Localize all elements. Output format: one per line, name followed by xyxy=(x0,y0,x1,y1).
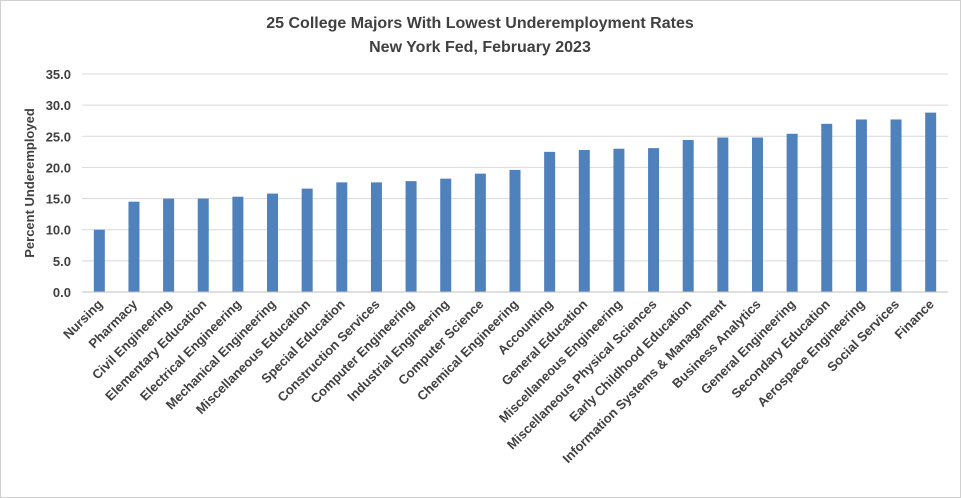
bar xyxy=(336,182,348,292)
bar xyxy=(682,140,694,292)
y-tick-label: 5.0 xyxy=(53,254,71,269)
bar xyxy=(267,193,279,292)
bar xyxy=(925,112,937,292)
bar xyxy=(474,173,486,292)
bar xyxy=(855,119,867,293)
bar xyxy=(613,148,625,292)
bar xyxy=(509,169,521,292)
y-tick-label: 10.0 xyxy=(46,223,71,238)
bar xyxy=(163,198,175,292)
bar xyxy=(648,148,660,292)
bar xyxy=(197,198,209,292)
bar xyxy=(821,123,833,292)
y-tick-label: 20.0 xyxy=(46,160,71,175)
y-axis-ticks: 0.0 5.0 10.0 15.0 20.0 25.0 30.0 35.0 xyxy=(46,67,71,300)
bar xyxy=(544,151,556,292)
bar xyxy=(232,196,244,292)
bar xyxy=(751,137,763,292)
y-tick-label: 0.0 xyxy=(53,285,71,300)
bar xyxy=(890,119,902,293)
bar xyxy=(128,201,140,292)
y-axis-label: Percent Underemployed xyxy=(22,108,37,258)
y-tick-label: 15.0 xyxy=(46,192,71,207)
bar xyxy=(93,229,105,292)
bar xyxy=(578,149,590,292)
chart-subtitle: New York Fed, February 2023 xyxy=(369,39,591,56)
y-tick-label: 30.0 xyxy=(46,98,71,113)
bars xyxy=(93,112,937,293)
bar xyxy=(786,133,798,292)
y-tick-label: 35.0 xyxy=(46,67,71,82)
bar xyxy=(301,188,313,292)
y-tick-label: 25.0 xyxy=(46,129,71,144)
bar xyxy=(370,182,382,292)
bar xyxy=(405,181,417,292)
bar xyxy=(440,178,452,292)
chart-title: 25 College Majors With Lowest Underemplo… xyxy=(266,15,694,32)
bar xyxy=(717,137,729,292)
